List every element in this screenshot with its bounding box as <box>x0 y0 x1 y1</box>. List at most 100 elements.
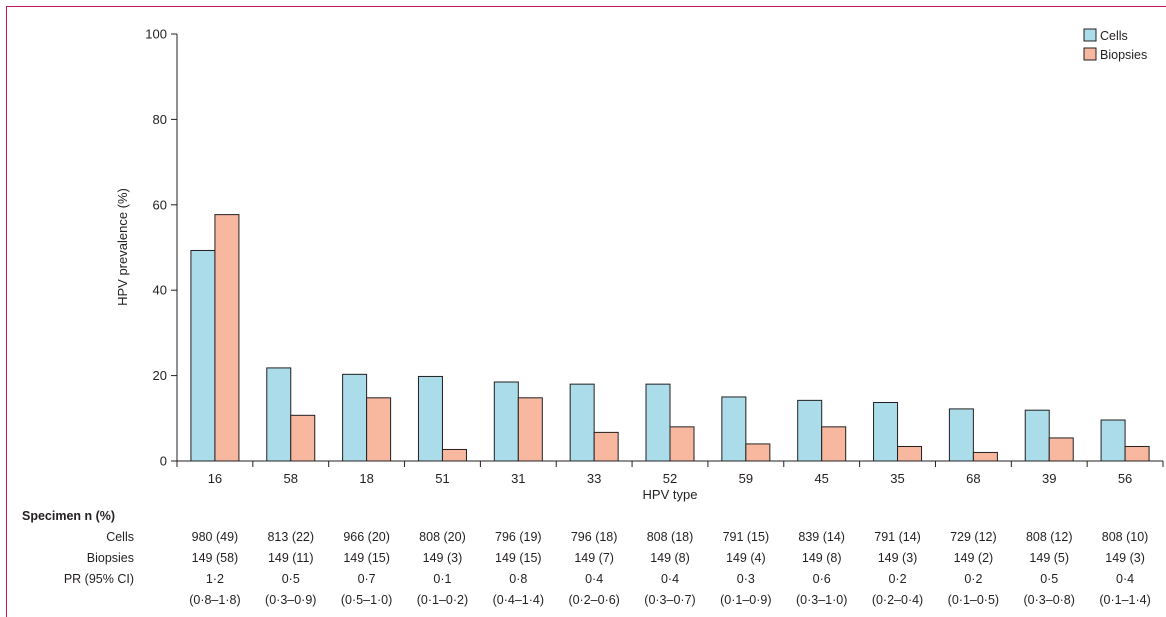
bar-biopsies-45 <box>821 426 847 462</box>
table-cell: 149 (15) <box>495 551 542 565</box>
x-tick-label: 39 <box>1042 471 1056 486</box>
table-cell: 0·2 <box>964 572 982 586</box>
table-cell: 0·6 <box>813 572 831 586</box>
x-tick-label: 51 <box>435 471 449 486</box>
table-cell: 0·5 <box>1040 572 1058 586</box>
table-cell-ci: (0·1–0·5) <box>948 593 999 607</box>
table-cell: 149 (3) <box>878 551 918 565</box>
bar-biopsies-68 <box>972 451 998 462</box>
table-cell: 149 (2) <box>954 551 994 565</box>
specimen-table: Specimen n (%) Cells Biopsies PR (95% CI… <box>22 509 1151 607</box>
table-cell: 0·5 <box>282 572 300 586</box>
table-cell: 808 (12) <box>1026 530 1073 544</box>
table-cell-ci: (0·1–0·9) <box>720 593 771 607</box>
bar-cells-51 <box>417 375 443 462</box>
x-tick-label: 31 <box>511 471 525 486</box>
table-cell: 149 (58) <box>192 551 239 565</box>
table-cell: 791 (15) <box>723 530 770 544</box>
bar-cells-58 <box>266 367 292 462</box>
table-cell: 149 (8) <box>650 551 690 565</box>
x-tick-label: 45 <box>814 471 828 486</box>
bar-cells-35 <box>873 402 899 462</box>
table-cell: 980 (49) <box>192 530 239 544</box>
x-tick-label: 18 <box>359 471 373 486</box>
bar-biopsies-39 <box>1048 437 1074 462</box>
table-cell: 813 (22) <box>267 530 314 544</box>
table-cell-ci: (0·3–0·7) <box>644 593 695 607</box>
bar-biopsies-33 <box>593 431 619 462</box>
table-cell-ci: (0·3–0·8) <box>1024 593 1075 607</box>
legend-label-cells: Cells <box>1100 29 1128 43</box>
table-cell: 149 (3) <box>423 551 463 565</box>
table-cell: 808 (10) <box>1102 530 1149 544</box>
table-cell: 149 (3) <box>1105 551 1145 565</box>
x-tick-label: 68 <box>966 471 980 486</box>
x-axis-title: HPV type <box>643 487 698 502</box>
table-cell: 808 (20) <box>419 530 466 544</box>
row-label-biopsies: Biopsies <box>87 551 134 565</box>
x-tick-label: 58 <box>284 471 298 486</box>
table-cell: 0·4 <box>1116 572 1134 586</box>
table-cell-ci: (0·2–0·6) <box>568 593 619 607</box>
table-cell: 796 (18) <box>571 530 618 544</box>
bar-biopsies-35 <box>897 445 923 462</box>
table-cell: 808 (18) <box>647 530 694 544</box>
bar-cells-39 <box>1024 409 1050 462</box>
table-cell: 0·4 <box>585 572 603 586</box>
y-tick-label: 100 <box>145 27 167 42</box>
table-cell: 796 (19) <box>495 530 542 544</box>
x-tick-label: 59 <box>739 471 753 486</box>
legend-swatch-cells <box>1083 28 1097 42</box>
table-cell: 149 (4) <box>726 551 766 565</box>
bar-biopsies-18 <box>366 397 392 462</box>
table-cell-ci: (0·4–1·4) <box>493 593 544 607</box>
table-cell-ci: (0·2–0·4) <box>872 593 923 607</box>
table-cell: 0·4 <box>661 572 679 586</box>
bar-biopsies-58 <box>290 414 316 462</box>
x-tick-label: 35 <box>890 471 904 486</box>
y-axis-title: HPV prevalence (%) <box>115 188 130 306</box>
bar-biopsies-52 <box>669 426 695 462</box>
table-cell: 791 (14) <box>874 530 921 544</box>
bar-cells-52 <box>645 383 671 462</box>
table-title: Specimen n (%) <box>22 509 115 523</box>
table-cell: 149 (7) <box>574 551 614 565</box>
bar-cells-33 <box>569 383 595 462</box>
bar-biopsies-16 <box>214 214 240 462</box>
table-cell: 149 (5) <box>1029 551 1069 565</box>
table-cell: 839 (14) <box>798 530 845 544</box>
y-tick-label: 80 <box>153 112 167 127</box>
table-cell: 0·7 <box>358 572 376 586</box>
legend-swatch-biopsies <box>1083 47 1097 61</box>
table-cell: 1·2 <box>206 572 224 586</box>
legend: Cells Biopsies <box>1083 28 1147 62</box>
bar-biopsies-51 <box>441 448 467 462</box>
table-cell: 0·1 <box>433 572 451 586</box>
bar-cells-59 <box>721 396 747 462</box>
table-cell: 149 (11) <box>268 551 314 565</box>
table-cell: 0·2 <box>888 572 906 586</box>
bar-cells-16 <box>190 249 216 462</box>
legend-label-biopsies: Biopsies <box>1100 48 1147 62</box>
bar-biopsies-31 <box>517 397 543 462</box>
table-cell-ci: (0·3–0·9) <box>265 593 316 607</box>
x-tick-label: 52 <box>663 471 677 486</box>
bar-biopsies-59 <box>745 443 771 462</box>
y-tick-label: 20 <box>153 368 167 383</box>
x-tick-label: 33 <box>587 471 601 486</box>
table-cell: 149 (15) <box>343 551 390 565</box>
y-tick-label: 0 <box>160 454 167 469</box>
table-cell: 729 (12) <box>950 530 997 544</box>
y-tick-label: 40 <box>153 283 167 298</box>
x-tick-label: 16 <box>208 471 222 486</box>
y-tick-label: 60 <box>153 197 167 212</box>
bar-cells-68 <box>948 408 974 462</box>
table-cell-ci: (0·5–1·0) <box>341 593 392 607</box>
table-cell: 0·3 <box>737 572 755 586</box>
x-tick-label: 56 <box>1118 471 1132 486</box>
table-cell: 966 (20) <box>343 530 390 544</box>
table-cell-ci: (0·3–1·0) <box>796 593 847 607</box>
table-cell: 149 (8) <box>802 551 842 565</box>
bar-cells-45 <box>797 399 823 462</box>
